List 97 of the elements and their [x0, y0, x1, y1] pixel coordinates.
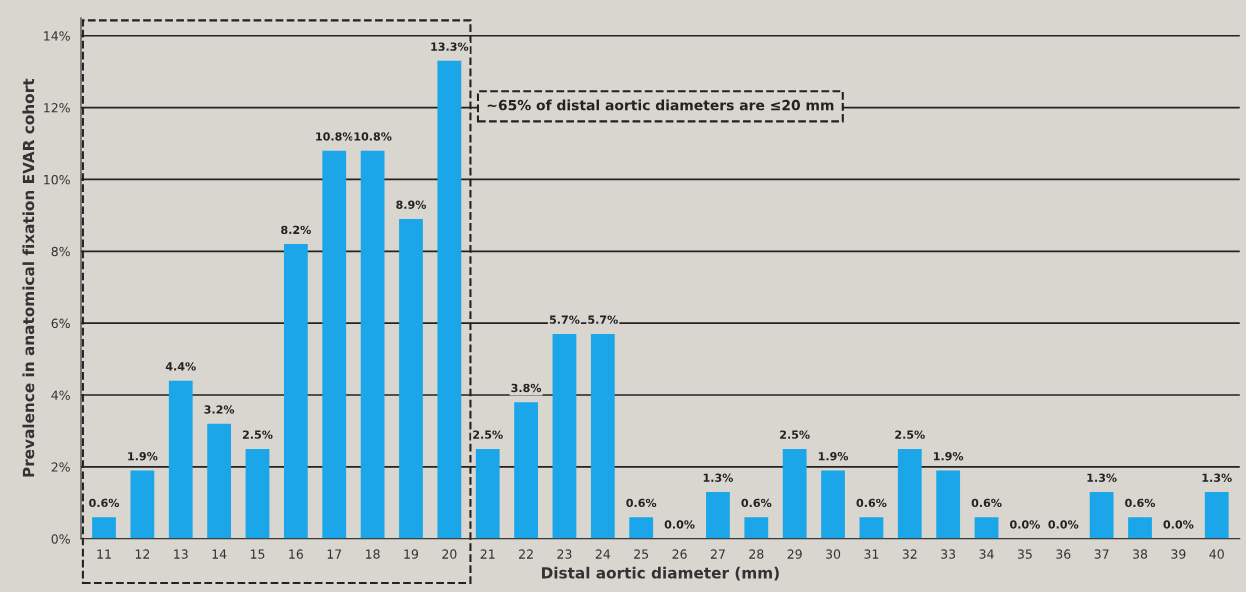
x-tick-label: 15: [250, 549, 265, 559]
bar: [1128, 517, 1152, 539]
data-label: 2.5%: [895, 430, 925, 439]
x-tick-label: 24: [595, 549, 611, 559]
bar: [130, 470, 155, 539]
bar: [360, 150, 385, 539]
x-axis-title: Distal aortic diameter (mm): [542, 566, 779, 581]
data-label: 0.6%: [741, 498, 772, 508]
bar: [552, 333, 577, 539]
x-tick-label: 40: [1209, 549, 1224, 559]
x-tick-label: 22: [519, 549, 533, 559]
bar: [475, 448, 500, 539]
y-tick-label: 12%: [44, 103, 70, 113]
x-tick-label: 36: [1056, 549, 1071, 559]
bar: [92, 517, 116, 539]
data-label: 0.0%: [1163, 520, 1194, 529]
bar: [168, 380, 193, 539]
bar: [399, 218, 423, 539]
y-tick-label: 14%: [44, 31, 70, 41]
x-tick-label: 28: [749, 549, 764, 559]
x-tick-label: 29: [787, 549, 802, 559]
data-label: 0.0%: [664, 520, 695, 529]
x-tick-label: 23: [557, 549, 572, 559]
data-label: 0.6%: [626, 498, 657, 508]
bar: [706, 492, 730, 539]
y-tick-label: 8%: [51, 246, 70, 257]
data-label: 13.3%: [431, 42, 469, 51]
data-label: 1.9%: [934, 451, 964, 461]
data-label: 2.5%: [473, 430, 503, 439]
bar: [744, 517, 769, 539]
x-tick-label: 34: [979, 549, 994, 559]
bar: [207, 423, 232, 539]
x-tick-label: 26: [672, 549, 687, 559]
data-label: 8.2%: [281, 225, 311, 235]
data-label: 5.7%: [588, 315, 618, 324]
bar: [245, 448, 270, 539]
data-label: 0.0%: [1010, 520, 1040, 529]
x-tick-label: 11: [97, 549, 111, 559]
x-tick-label: 37: [1094, 549, 1109, 559]
bar: [514, 402, 538, 539]
x-tick-label: 17: [327, 549, 342, 559]
data-label: 0.6%: [89, 498, 120, 508]
data-label: 4.4%: [165, 362, 196, 371]
x-tick-label: 13: [174, 549, 188, 559]
x-tick-label: 27: [710, 549, 725, 559]
x-tick-label: 12: [135, 549, 150, 559]
annotation: ~65% of distal aortic diameters are ≤20 mm: [487, 99, 834, 111]
data-label: 1.3%: [1087, 473, 1117, 482]
x-tick-label: 33: [941, 549, 956, 559]
x-tick-label: 35: [1017, 549, 1032, 559]
bar: [322, 150, 347, 539]
data-label: 2.5%: [780, 430, 810, 439]
data-label: 0.0%: [1048, 520, 1079, 529]
x-tick-label: 39: [1171, 549, 1186, 559]
data-label: 3.8%: [511, 383, 542, 393]
y-tick-label: 10%: [44, 174, 70, 185]
bar: [974, 517, 999, 539]
data-label: 0.6%: [971, 498, 1002, 508]
bar: [1089, 492, 1114, 539]
x-tick-label: 21: [480, 549, 495, 559]
x-tick-label: 38: [1133, 549, 1148, 559]
data-label: 1.9%: [818, 451, 849, 461]
bar: [283, 244, 308, 539]
data-label: 3.2%: [204, 405, 235, 414]
x-tick-label: 19: [404, 549, 419, 559]
bar: [897, 448, 922, 539]
data-label: 5.7%: [549, 315, 580, 324]
y-tick-label: 0%: [51, 534, 70, 544]
x-tick-label: 18: [366, 549, 380, 559]
x-tick-label: 31: [864, 549, 879, 559]
data-label: 10.8%: [354, 132, 392, 141]
x-tick-label: 32: [902, 549, 917, 559]
data-label: 2.5%: [242, 430, 273, 439]
bar: [936, 470, 961, 539]
y-tick-label: 4%: [51, 390, 70, 400]
x-tick-label: 20: [442, 549, 457, 559]
data-label: 1.9%: [128, 451, 158, 461]
bar: [629, 517, 654, 539]
data-label: 10.8%: [316, 132, 354, 141]
bar: [782, 448, 807, 539]
y-axis-title: Prevalence in anatomical fixation EVAR cohort: [22, 78, 35, 477]
data-label: 8.9%: [396, 200, 427, 209]
data-label: 0.6%: [1125, 498, 1156, 508]
bar: [821, 470, 845, 539]
bar: [590, 333, 615, 539]
data-label: 1.3%: [703, 473, 733, 482]
x-tick-label: 30: [826, 549, 841, 559]
y-tick-label: 6%: [51, 318, 70, 329]
y-tick-label: 2%: [51, 462, 70, 472]
bar: [1204, 492, 1229, 539]
data-label: 0.6%: [856, 498, 887, 508]
bar: [859, 517, 884, 539]
x-tick-label: 25: [634, 549, 649, 559]
data-label: 1.3%: [1202, 473, 1232, 482]
bar: [437, 60, 462, 539]
x-tick-label: 16: [289, 549, 304, 559]
x-tick-label: 14: [212, 549, 227, 559]
